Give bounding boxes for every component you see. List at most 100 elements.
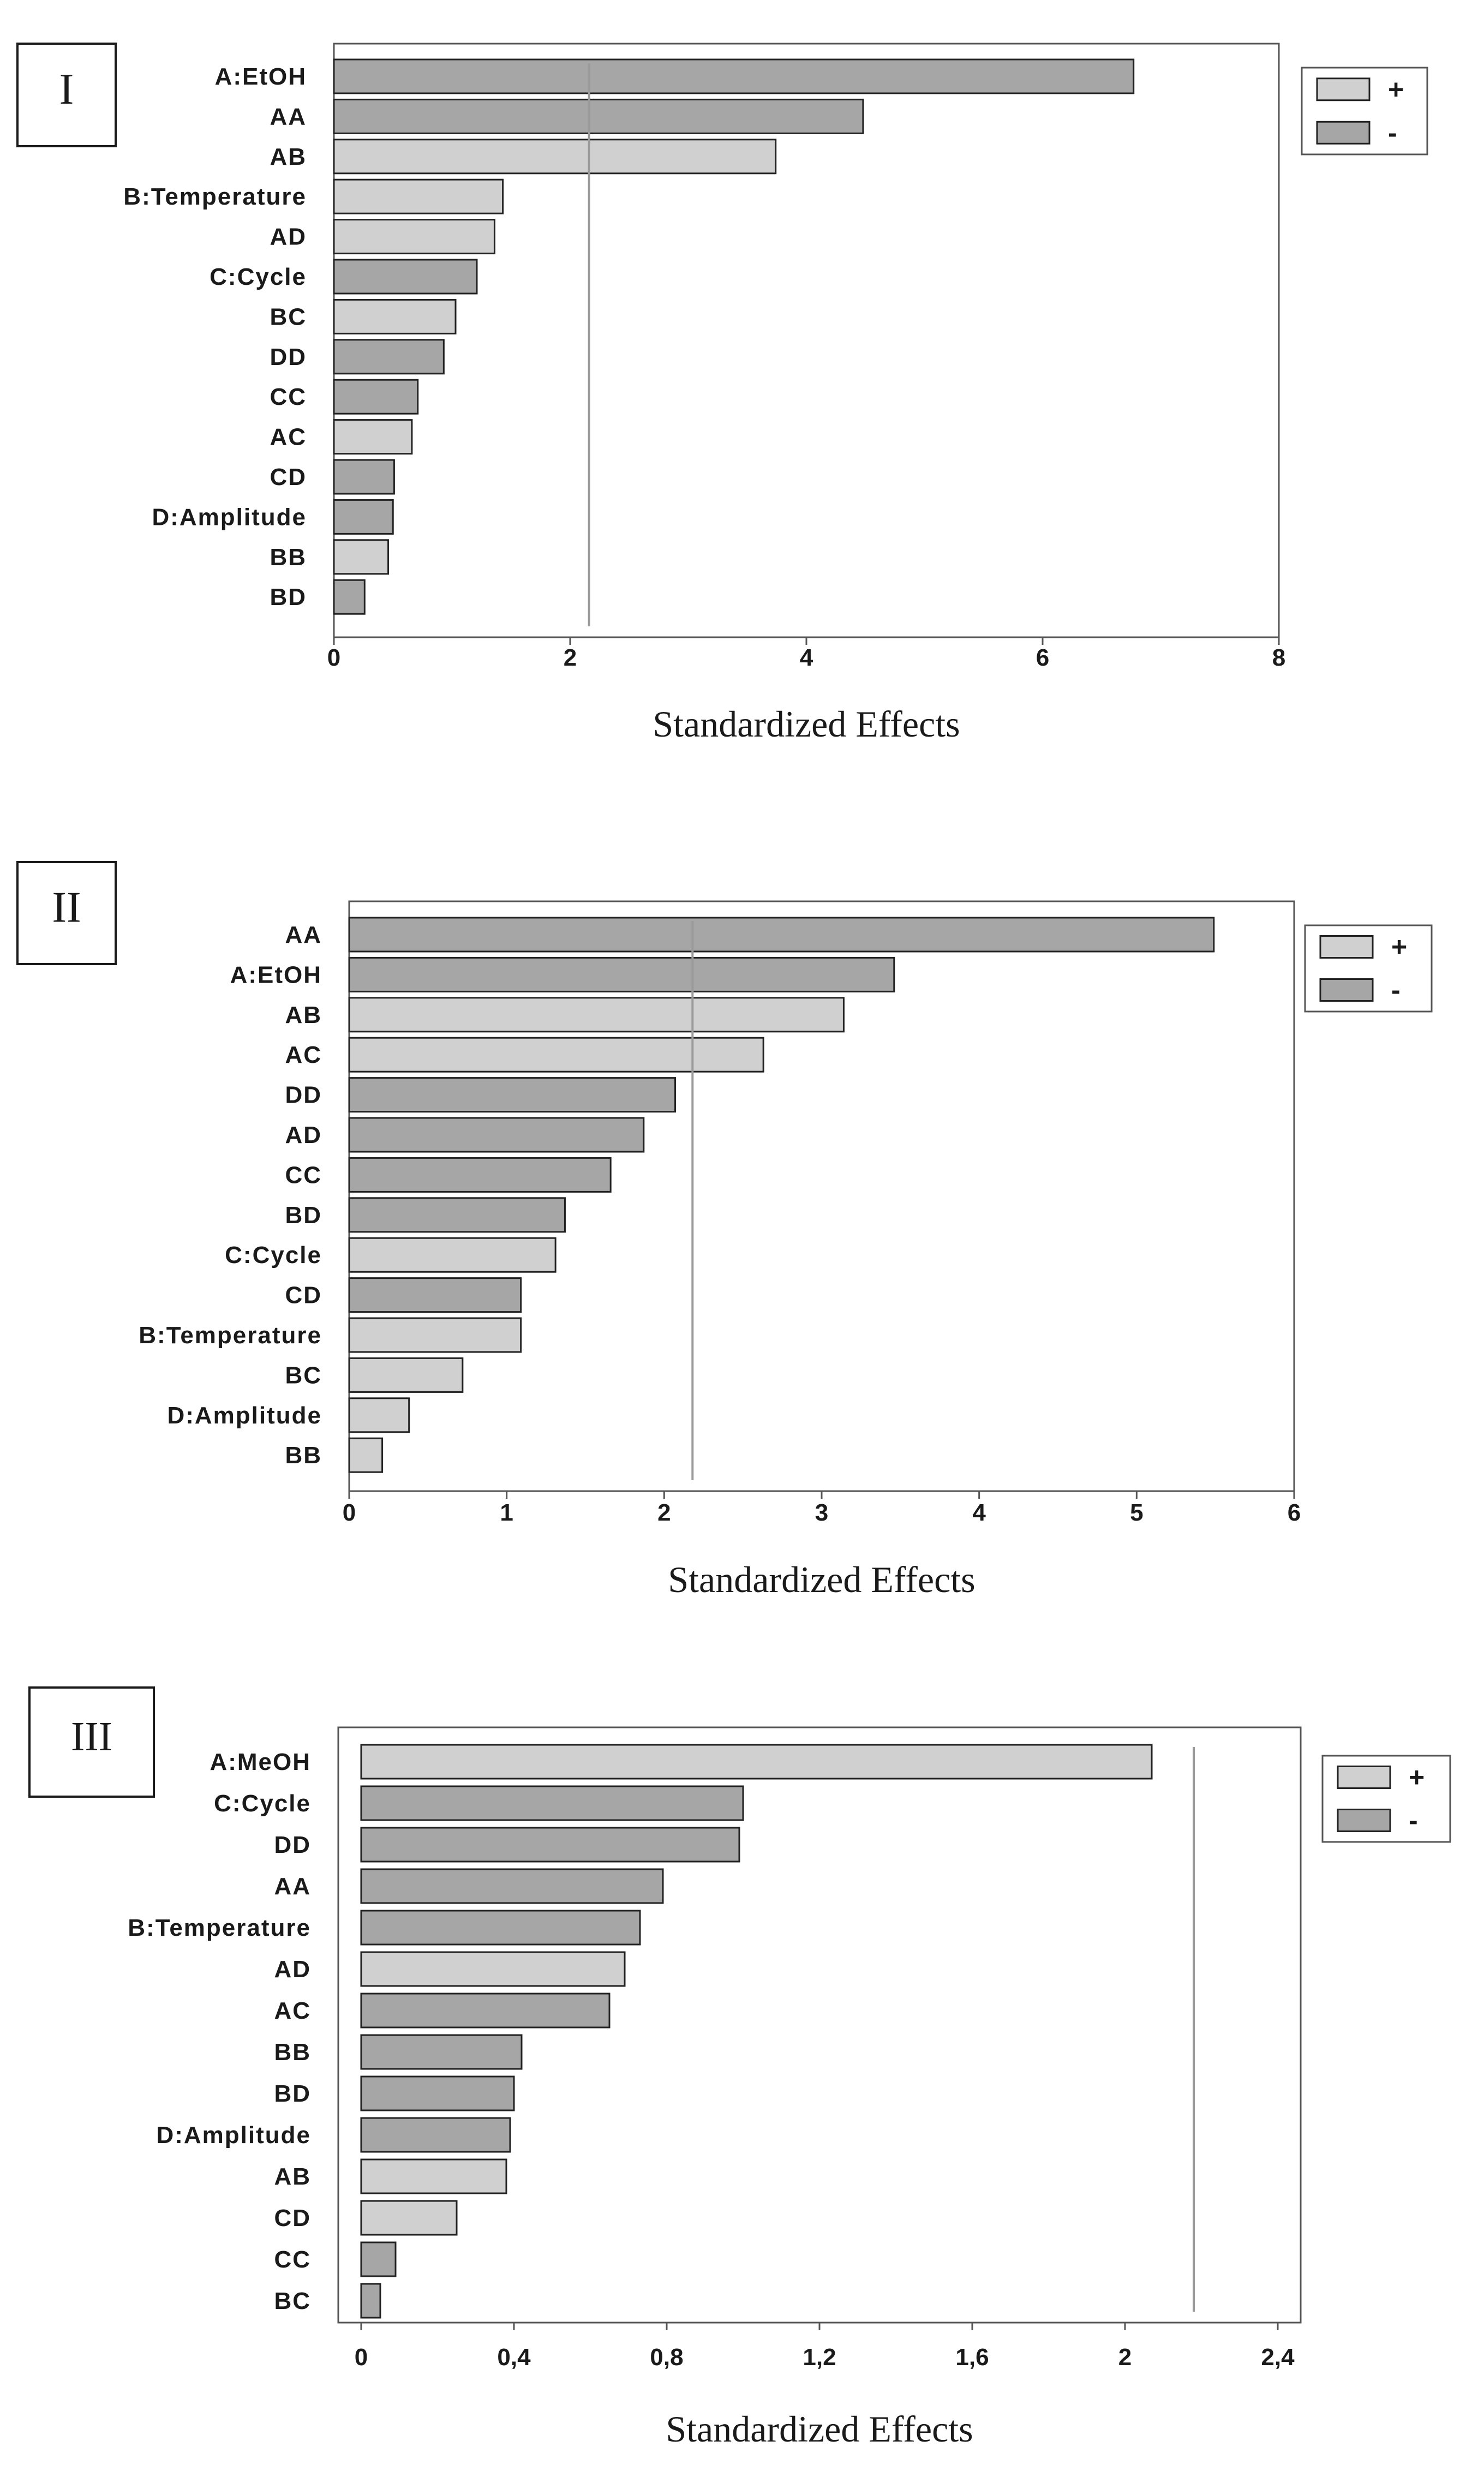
- x-tick-label: 4: [800, 644, 813, 671]
- category-label: AA: [274, 1873, 311, 1900]
- bar-cd: [360, 2200, 458, 2236]
- legend-label: -: [1391, 975, 1401, 1006]
- category-label: CD: [270, 464, 307, 490]
- legend-swatch: [1319, 978, 1374, 1002]
- category-label: DD: [274, 1832, 311, 1858]
- bar-b-temperature: [360, 1910, 641, 1946]
- panel-label-box: [16, 43, 117, 147]
- bar-bc: [360, 2283, 381, 2319]
- bar-d-amplitude: [360, 2117, 511, 2153]
- category-label: AD: [285, 1122, 322, 1148]
- legend-swatch: [1316, 77, 1371, 101]
- bar-dd: [348, 1077, 677, 1113]
- category-label: BD: [270, 584, 307, 611]
- bar-cd: [348, 1277, 522, 1313]
- bar-aa: [360, 1868, 664, 1904]
- x-axis-title: Standardized Effects: [666, 2408, 973, 2450]
- chart-panel-1: I A:EtOH AA AB B:Temperature AD C:Cycle BC DD CC A…: [16, 43, 1428, 745]
- category-label: AB: [285, 1002, 322, 1028]
- bar-dd: [360, 1827, 740, 1863]
- bar-cd: [333, 459, 395, 495]
- legend-label: -: [1409, 1805, 1418, 1836]
- bar-ad: [333, 219, 495, 255]
- x-tick-label: 2,4: [1261, 2344, 1295, 2371]
- x-tick-label: 2: [564, 644, 577, 671]
- panel-label-box: [28, 1686, 155, 1798]
- bar-ab: [360, 2158, 507, 2194]
- legend-label: +: [1391, 932, 1407, 962]
- legend-swatch: [1316, 121, 1371, 145]
- bar-b-temperature: [333, 178, 504, 214]
- legend: +-: [1321, 1755, 1451, 1843]
- x-axis-title: Standardized Effects: [653, 703, 960, 745]
- category-label: C:Cycle: [214, 1790, 311, 1817]
- category-label: AC: [285, 1042, 322, 1068]
- x-axis-title: Standardized Effects: [668, 1559, 975, 1600]
- category-label: A:EtOH: [230, 961, 322, 988]
- panel-label: I: [59, 65, 74, 113]
- category-label: C:Cycle: [225, 1242, 322, 1269]
- x-tick-label: 0: [355, 2344, 368, 2371]
- x-tick-label: 5: [1130, 1499, 1143, 1526]
- bar-a-meoh: [360, 1744, 1153, 1780]
- x-tick-label: 8: [1272, 644, 1285, 671]
- category-label: AA: [285, 922, 322, 948]
- category-label: D:Amplitude: [152, 504, 307, 530]
- category-label: CC: [274, 2246, 311, 2273]
- category-label: BD: [285, 1202, 322, 1229]
- category-label: DD: [270, 344, 307, 370]
- category-label: DD: [285, 1082, 322, 1109]
- legend-label: +: [1409, 1762, 1425, 1793]
- category-label: AD: [274, 1956, 311, 1983]
- category-label: AC: [274, 1997, 311, 2024]
- x-tick-label: 1,6: [955, 2344, 989, 2371]
- panel-label: II: [52, 884, 81, 932]
- x-tick-label: 2: [657, 1499, 671, 1526]
- category-label: D:Amplitude: [167, 1402, 322, 1429]
- legend-swatch: [1337, 1766, 1391, 1789]
- bar-b-temperature: [348, 1317, 522, 1353]
- category-label: B:Temperature: [123, 183, 307, 210]
- category-label: CD: [274, 2205, 311, 2231]
- bar-cc: [360, 2241, 397, 2277]
- bar-ad: [360, 1951, 626, 1987]
- x-tick-label: 0,8: [650, 2344, 683, 2371]
- x-tick-label: 2: [1118, 2344, 1132, 2371]
- bar-a-etoh: [333, 58, 1135, 94]
- bar-a-etoh: [348, 956, 895, 992]
- bar-ab: [333, 139, 777, 175]
- bar-ad: [348, 1117, 645, 1153]
- chart-panel-2: II AA A:EtOH AB AC DD AD CC BD C:Cycle CD B:Tempera…: [16, 861, 1433, 1600]
- legend-label: -: [1388, 117, 1397, 148]
- x-tick-label: 4: [972, 1499, 986, 1526]
- category-label: BB: [285, 1442, 322, 1469]
- bar-c-cycle: [333, 259, 478, 295]
- category-label: AA: [270, 103, 307, 130]
- x-tick-label: 6: [1288, 1499, 1301, 1526]
- bar-aa: [348, 917, 1215, 953]
- bar-bb: [348, 1437, 384, 1473]
- x-tick-label: 0: [343, 1499, 356, 1526]
- bar-bc: [333, 298, 457, 334]
- bar-bd: [333, 579, 366, 615]
- x-tick-label: 1: [500, 1499, 513, 1526]
- bar-d-amplitude: [333, 499, 394, 535]
- bar-aa: [333, 98, 864, 134]
- category-label: BC: [285, 1362, 322, 1389]
- bar-bb: [333, 539, 390, 575]
- category-label: C:Cycle: [210, 264, 307, 290]
- bar-ac: [360, 1993, 611, 2029]
- category-label: AB: [274, 2163, 311, 2190]
- category-label: A:EtOH: [215, 63, 307, 90]
- bar-dd: [333, 339, 445, 375]
- x-tick-label: 6: [1036, 644, 1049, 671]
- bar-ab: [348, 997, 845, 1033]
- category-label: CC: [270, 384, 307, 410]
- category-label: BB: [270, 544, 307, 571]
- legend-label: +: [1388, 74, 1404, 105]
- category-label: B:Temperature: [139, 1322, 322, 1349]
- category-label: AC: [270, 424, 307, 451]
- bar-d-amplitude: [348, 1397, 410, 1433]
